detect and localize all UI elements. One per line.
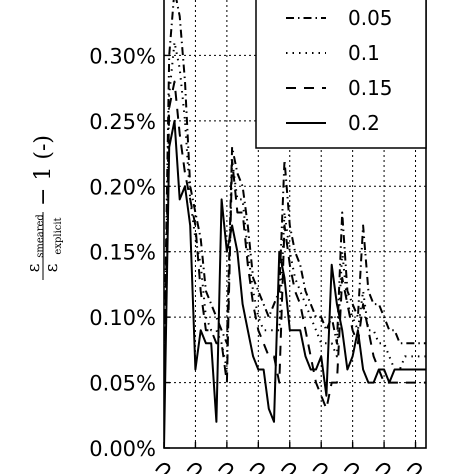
x-tick-label xyxy=(406,462,422,474)
x-axis-ticks xyxy=(155,442,422,474)
y-tick-label: 0.20% xyxy=(89,175,156,199)
x-tick-label xyxy=(312,462,328,474)
ylabel-denominator-symbol: ε xyxy=(42,263,62,272)
series-line-0.05 xyxy=(164,0,426,370)
y-tick-label: 0.30% xyxy=(89,44,156,68)
x-tick-label xyxy=(280,462,297,474)
y-tick-label: 0.35% xyxy=(89,0,156,3)
series-line-0.15 xyxy=(164,80,426,410)
y-tick-label: 0.00% xyxy=(89,437,156,461)
legend: 0.05 0.1 0.15 0.2 xyxy=(255,0,427,149)
x-tick-label xyxy=(218,462,234,474)
ylabel-suffix: − 1 (-) xyxy=(31,135,56,206)
legend-label: 0.1 xyxy=(348,41,380,65)
plot-frame xyxy=(163,0,427,449)
x-tick-label xyxy=(249,462,265,474)
legend-box xyxy=(255,0,427,149)
series-lines xyxy=(164,0,426,448)
x-tick-label xyxy=(343,462,359,474)
y-tick-label: 0.10% xyxy=(89,306,156,330)
legend-label: 0.2 xyxy=(348,111,380,135)
x-tick-label xyxy=(375,462,391,474)
ylabel-denominator-sub: explicit xyxy=(53,217,64,254)
y-tick-label: 0.25% xyxy=(89,110,156,134)
legend-label: 0.15 xyxy=(348,76,393,100)
legend-label: 0.05 xyxy=(348,6,393,30)
y-tick-label: 0.15% xyxy=(89,241,156,265)
ylabel-numerator-sub: smeared xyxy=(35,214,46,258)
x-tick-label xyxy=(155,462,171,474)
ylabel-numerator-symbol: ε xyxy=(24,263,44,272)
y-axis-label: ε smeared ε explicit − 1 (-) xyxy=(24,135,64,280)
series-line-0.2 xyxy=(164,119,426,448)
y-axis-ticks: 0.00% 0.05% 0.10% 0.15% 0.20% 0.25% 0.30% 0.35% xyxy=(89,0,170,461)
y-tick-label: 0.05% xyxy=(89,372,156,396)
x-tick-label xyxy=(186,462,202,474)
